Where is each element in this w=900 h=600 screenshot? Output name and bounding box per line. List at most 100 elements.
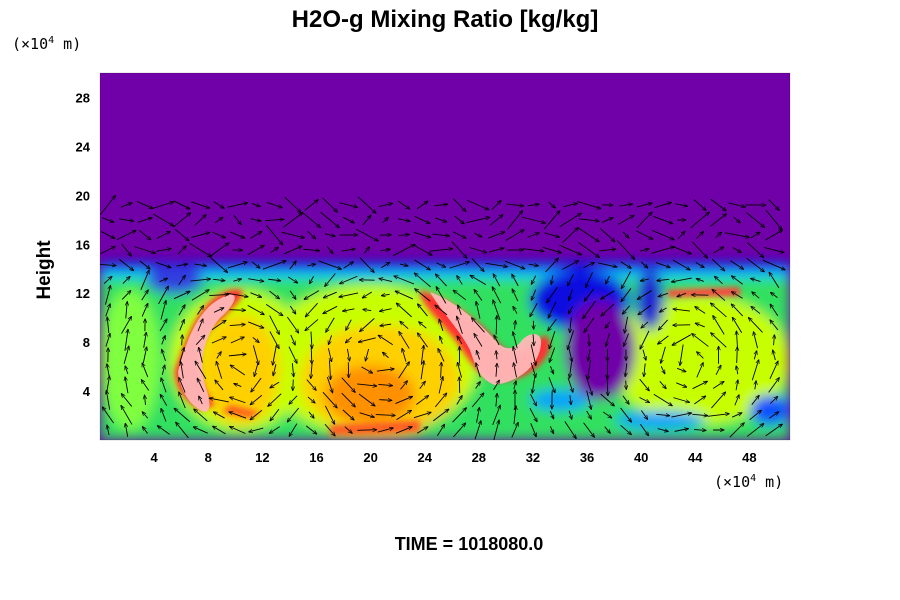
wind-vector: [397, 218, 410, 222]
wind-vector: [474, 290, 483, 301]
wind-vector: [326, 376, 332, 393]
wind-vector: [640, 261, 648, 268]
wind-vector: [751, 306, 761, 314]
wind-vector: [301, 211, 320, 227]
wind-vector: [577, 200, 601, 208]
wind-vector: [178, 275, 186, 286]
wind-vector: [324, 405, 334, 424]
wind-vector: [542, 246, 562, 253]
wind-vector: [639, 378, 650, 391]
wind-vector: [548, 301, 557, 318]
wind-vector: [265, 219, 284, 220]
wind-vector: [153, 213, 174, 226]
y-tick-label: 28: [76, 90, 90, 105]
wind-vector: [311, 331, 312, 349]
wind-vector: [230, 365, 246, 376]
wind-vector: [653, 393, 672, 406]
wind-vector: [505, 230, 524, 241]
wind-vector: [750, 232, 760, 239]
wind-vector: [530, 362, 536, 378]
wind-vector: [731, 413, 742, 418]
wind-vector: [105, 285, 110, 305]
wind-vector: [474, 421, 481, 440]
wind-vector: [746, 424, 764, 437]
wind-vector: [173, 200, 190, 209]
wind-vector: [655, 261, 670, 267]
wind-vector: [340, 275, 358, 284]
wind-vector: [107, 364, 109, 377]
wind-vector: [672, 334, 692, 346]
wind-vector: [715, 232, 722, 239]
wind-vector: [215, 380, 224, 391]
wind-vector: [357, 383, 377, 386]
wind-vector: [530, 303, 538, 316]
wind-vector: [599, 249, 616, 251]
wind-vector: [673, 309, 691, 311]
wind-vector: [660, 366, 665, 374]
wind-vector: [476, 301, 481, 319]
wind-vector: [414, 273, 431, 288]
wind-vector: [230, 231, 244, 238]
wind-vector: [100, 195, 115, 215]
wind-vector: [653, 215, 673, 223]
wind-vector: [751, 360, 758, 381]
wind-vector: [569, 362, 571, 378]
wind-vector: [549, 365, 553, 374]
wind-vector: [548, 377, 555, 392]
wind-vector: [680, 344, 684, 366]
wind-vector: [121, 243, 132, 256]
wind-vector: [432, 234, 449, 236]
wind-vector: [140, 270, 149, 290]
wind-vector: [692, 381, 708, 390]
wind-vector: [737, 347, 738, 364]
wind-vector: [736, 366, 738, 375]
wind-vector: [527, 233, 539, 238]
wind-vector: [710, 214, 726, 227]
wind-vector: [307, 396, 315, 403]
wind-vector: [710, 198, 726, 211]
wind-vector: [545, 258, 558, 273]
wind-vector-field: [100, 195, 785, 440]
wind-vector: [436, 287, 447, 304]
wind-vector: [124, 329, 128, 351]
wind-vector: [528, 264, 539, 266]
wind-vector: [262, 261, 286, 270]
wind-vector: [416, 201, 428, 210]
wind-vector: [620, 261, 631, 269]
y-axis-tick-labels: 4 8 12 16 20 24 28: [76, 90, 91, 399]
wind-vector: [724, 232, 750, 238]
wind-vector: [625, 363, 627, 376]
wind-vector: [583, 262, 595, 269]
wind-vector: [160, 300, 166, 320]
wind-vector: [621, 271, 632, 288]
wind-vector: [160, 394, 168, 406]
wind-vector: [530, 423, 537, 436]
wind-vector: [530, 393, 536, 406]
wind-vector: [142, 412, 149, 419]
wind-vector: [268, 279, 280, 281]
wind-vector: [563, 203, 578, 208]
wind-vector: [570, 395, 571, 404]
wind-vector: [273, 344, 277, 365]
wind-vector: [382, 352, 389, 359]
wind-vector: [145, 395, 146, 405]
wind-vector: [116, 230, 136, 241]
wind-vector: [269, 331, 279, 348]
x-tick-label: 28: [472, 450, 486, 465]
wind-vector: [103, 276, 112, 284]
wind-vector: [378, 203, 393, 208]
wind-vector: [191, 290, 209, 301]
wind-vector: [381, 294, 390, 295]
wind-vector: [476, 363, 481, 378]
wind-vector: [476, 407, 480, 423]
wind-vector: [270, 247, 279, 254]
wind-vector: [347, 348, 349, 361]
wind-vector: [191, 201, 209, 208]
wind-vector: [456, 396, 462, 405]
x-tick-label: 4: [151, 450, 159, 465]
wind-vector: [363, 309, 372, 310]
wind-vector: [568, 348, 572, 362]
wind-vector: [251, 261, 260, 268]
wind-vector: [695, 323, 705, 328]
wind-vector: [457, 316, 463, 334]
